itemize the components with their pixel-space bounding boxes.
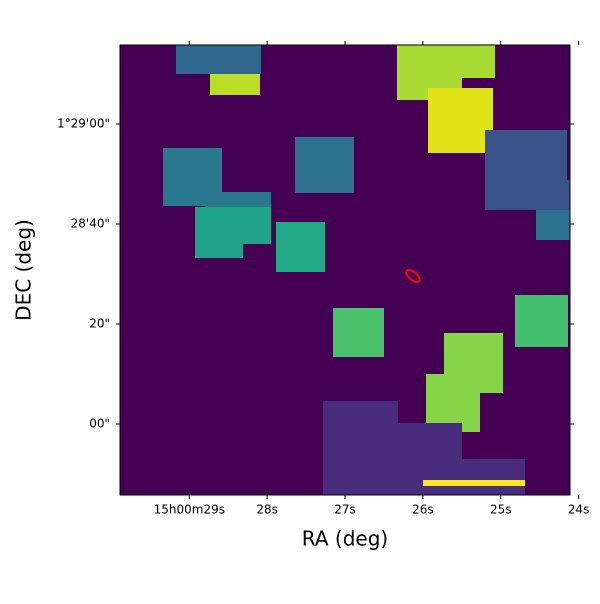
x-axis-label: RA (deg) <box>302 527 388 551</box>
y-tick-label: 20" <box>89 317 110 331</box>
x-tick-label: 24s <box>568 503 590 517</box>
x-tick-label: 15h00m29s <box>154 503 225 517</box>
axes: 15h00m29s 28s 27s 26s 25s 24s 1°29'00" 28'40" 20… <box>57 41 589 517</box>
y-tick-label: 28'40" <box>71 216 110 230</box>
y-axis-label: DEC (deg) <box>12 219 36 321</box>
y-tick-label: 00" <box>89 416 110 430</box>
x-tick-label: 27s <box>334 503 356 517</box>
x-tick-label: 28s <box>256 503 278 517</box>
x-tick-label: 26s <box>412 503 434 517</box>
y-tick-label: 1°29'00" <box>57 117 110 131</box>
x-tick-label: 25s <box>490 503 512 517</box>
image <box>119 44 571 496</box>
